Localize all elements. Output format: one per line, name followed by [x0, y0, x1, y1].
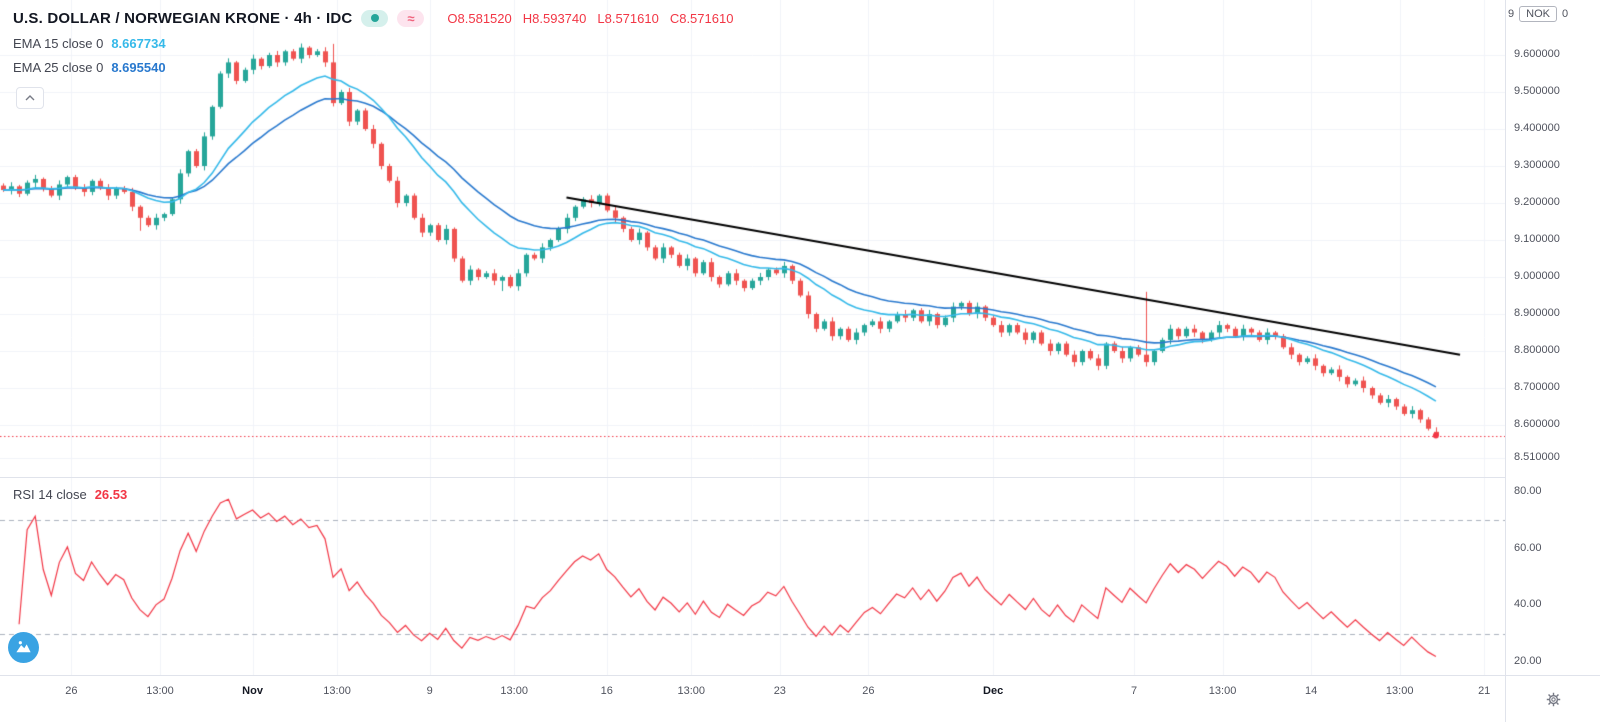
- time-tick-label: 13:00: [677, 685, 706, 697]
- price-tick-label: 9.000000: [1514, 270, 1560, 282]
- time-tick-label: 21: [1478, 685, 1491, 697]
- ohlc-readout: O8.581520 H8.593740 L8.571610 C8.571610: [447, 11, 733, 26]
- price-tick-label: 9.100000: [1514, 233, 1560, 245]
- ohlc-close: C8.571610: [669, 10, 734, 26]
- price-tick-label: 9.400000: [1514, 122, 1560, 134]
- settings-gear-icon[interactable]: [1545, 691, 1562, 708]
- chevron-up-icon: [25, 95, 35, 101]
- price-axis[interactable]: 9 NOK 0 9.600000 9.500000 9.400000 9.300000…: [1505, 0, 1600, 675]
- price-tick-label: 9.200000: [1514, 196, 1560, 208]
- symbol-title[interactable]: U.S. DOLLAR / NORWEGIAN KRONE · 4h · IDC: [13, 9, 353, 27]
- price-tick-label: 9.300000: [1514, 159, 1560, 171]
- rsi-tick-label: 20.00: [1514, 655, 1542, 667]
- market-status-dot-icon: [370, 14, 379, 22]
- watermark-logo[interactable]: [8, 632, 39, 663]
- rsi-tick-label: 60.00: [1514, 541, 1542, 554]
- data-mode-pill[interactable]: ≈: [397, 9, 425, 27]
- clipped-top-extra: 0: [1561, 8, 1569, 20]
- price-tick-label: 8.600000: [1514, 418, 1560, 430]
- ema25-legend[interactable]: EMA 25 close 0 8.695540: [13, 58, 733, 76]
- rsi-legend-value: 26.53: [94, 487, 128, 502]
- clipped-top-tick: 9: [1508, 8, 1515, 20]
- rsi-tick-label: 80.00: [1514, 485, 1542, 497]
- legend-block: U.S. DOLLAR / NORWEGIAN KRONE · 4h · IDC…: [13, 8, 733, 76]
- market-status-pill[interactable]: [361, 9, 389, 27]
- time-tick-label: 13:00: [1208, 685, 1237, 697]
- time-tick-label: 7: [1130, 685, 1138, 697]
- time-tick-label: 16: [600, 685, 613, 697]
- time-tick-label: 13:00: [323, 685, 351, 697]
- ohlc-high: H8.593740: [522, 10, 587, 26]
- price-tick-label: 9.500000: [1514, 85, 1560, 97]
- rsi-legend-label: RSI 14 close: [13, 487, 87, 502]
- ema25-legend-label: EMA 25 close 0: [13, 59, 104, 75]
- time-tick-label: Dec: [983, 685, 1004, 697]
- ohlc-open: O8.581520: [447, 10, 512, 26]
- price-tick-label: 9.600000: [1514, 48, 1560, 60]
- pane-separator[interactable]: [0, 477, 1600, 478]
- price-tick-label: 8.800000: [1514, 344, 1560, 356]
- time-tick-label: 13:00: [146, 685, 174, 697]
- axis-corner: [1505, 675, 1600, 722]
- time-axis[interactable]: 26 13:00 Nov 13:00 9 13:00 16 13:00 23 26 Dec 7 13:0…: [0, 675, 1505, 722]
- ohlc-low: L8.571610: [597, 10, 659, 26]
- time-tick-label: 13:00: [1385, 685, 1414, 697]
- time-tick-label: 26: [862, 685, 875, 697]
- price-axis-top: 9 NOK 0: [1508, 6, 1568, 22]
- time-tick-label: 9: [426, 685, 433, 697]
- price-tick-label: 8.900000: [1514, 307, 1560, 319]
- price-tick-label: 8.700000: [1514, 381, 1560, 393]
- time-tick-label: Nov: [242, 685, 263, 697]
- rsi-legend[interactable]: RSI 14 close 26.53: [13, 487, 127, 502]
- time-tick-label: 14: [1305, 685, 1318, 697]
- ema15-legend[interactable]: EMA 15 close 0 8.667734: [13, 34, 733, 52]
- mountain-icon: [16, 641, 31, 653]
- approx-wave-icon: ≈: [407, 10, 415, 26]
- price-tick-label: 8.510000: [1514, 451, 1560, 464]
- rsi-tick-label: 40.00: [1514, 598, 1542, 611]
- chart-canvas[interactable]: [0, 0, 1505, 675]
- ema15-legend-value: 8.667734: [111, 35, 166, 51]
- ema15-legend-label: EMA 15 close 0: [13, 35, 104, 51]
- time-tick-label: 23: [773, 685, 786, 697]
- title-row: U.S. DOLLAR / NORWEGIAN KRONE · 4h · IDC…: [13, 8, 733, 28]
- currency-button[interactable]: NOK: [1519, 6, 1557, 22]
- collapse-pane-button[interactable]: [16, 87, 44, 109]
- time-tick-label: 13:00: [500, 685, 528, 697]
- time-tick-label: 26: [65, 685, 78, 697]
- ema25-legend-value: 8.695540: [111, 59, 166, 75]
